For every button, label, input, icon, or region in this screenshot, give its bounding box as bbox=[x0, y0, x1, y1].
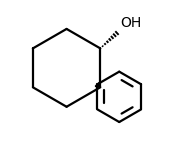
Polygon shape bbox=[95, 82, 100, 87]
Text: OH: OH bbox=[121, 16, 142, 30]
